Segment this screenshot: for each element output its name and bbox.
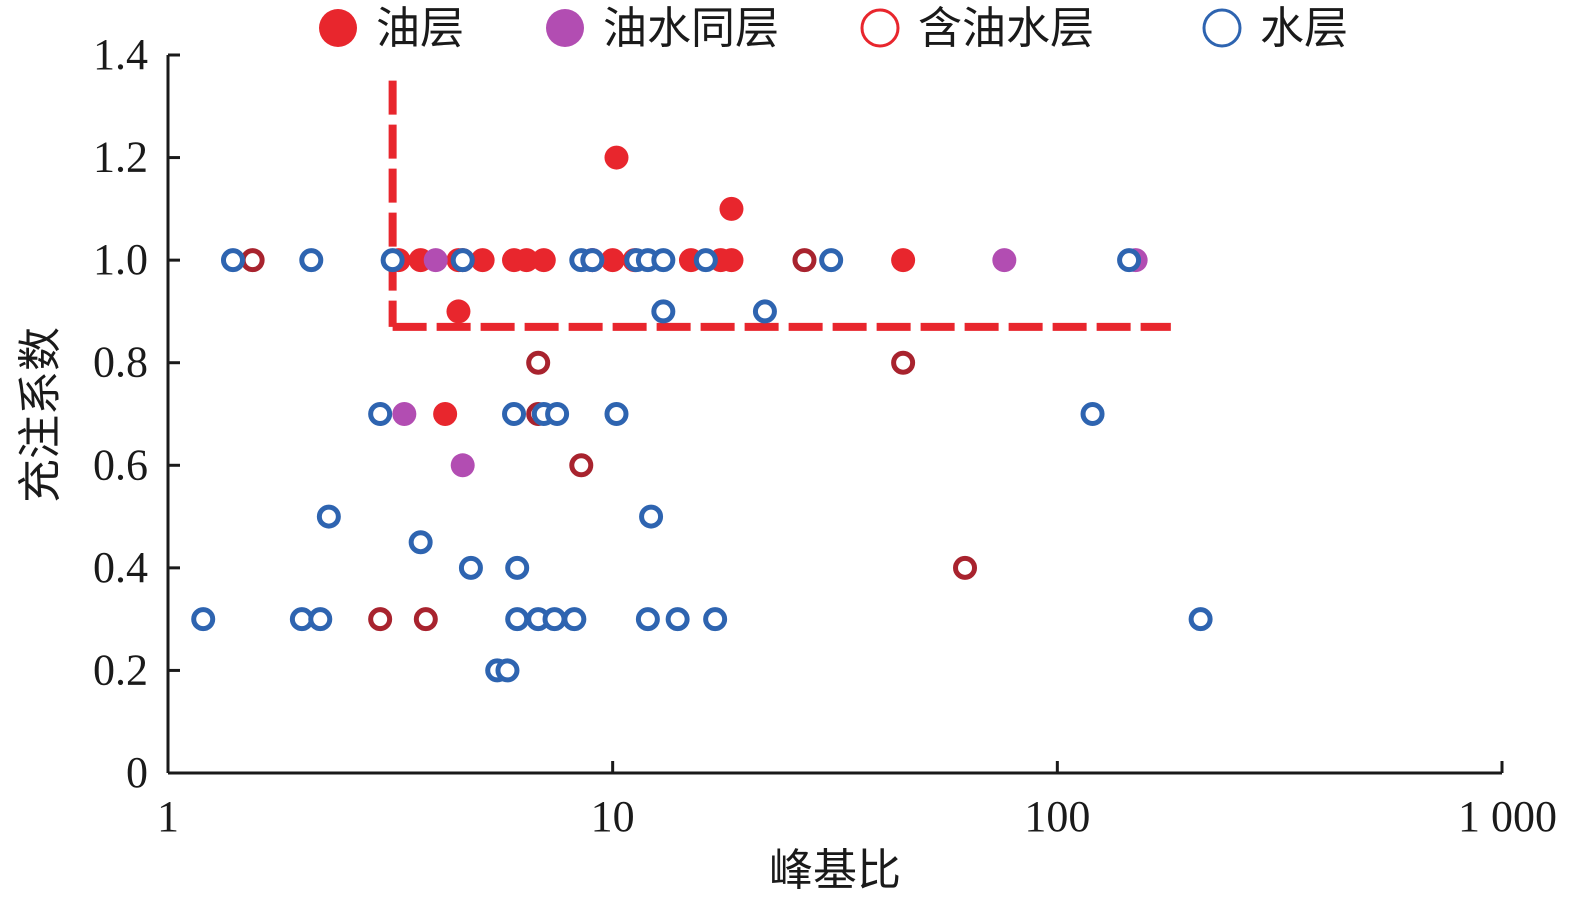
data-point	[562, 607, 587, 632]
data-point	[719, 248, 744, 273]
legend-marker-icon	[319, 9, 357, 47]
data-point	[752, 299, 777, 324]
data-point	[392, 402, 417, 426]
data-point	[665, 607, 690, 632]
data-points	[191, 145, 1213, 683]
data-point	[368, 607, 393, 632]
chart-axes	[166, 55, 1502, 775]
data-point	[651, 299, 676, 324]
chart-legend: 油层 油水同层 含油水层 水层	[319, 3, 1348, 54]
data-point	[639, 504, 664, 529]
legend-marker-icon	[546, 9, 584, 47]
data-point	[220, 248, 245, 273]
x-tick-label: 1	[157, 792, 179, 841]
data-point	[514, 248, 539, 273]
data-point	[891, 248, 916, 273]
data-point	[635, 607, 660, 632]
data-point	[380, 248, 405, 273]
data-point	[413, 607, 438, 632]
data-point	[423, 248, 448, 273]
legend-label: 油水同层	[603, 3, 779, 54]
data-point	[458, 555, 483, 580]
data-point	[703, 607, 728, 632]
data-point	[792, 248, 817, 273]
y-tick-label: 1.4	[93, 30, 148, 79]
data-point	[542, 607, 567, 632]
legend-label: 含油水层	[918, 3, 1094, 54]
cutoff-lines	[388, 80, 1171, 331]
y-tick-label: 0.4	[93, 543, 148, 592]
data-point	[531, 248, 556, 273]
data-point	[446, 299, 471, 324]
data-point	[580, 248, 605, 273]
axis-ticks: 0 0.2 0.4 0.6 0.8 1.0 1.2 1.4 1 10 100 1 000	[93, 30, 1557, 841]
legend-marker-icon	[1202, 8, 1242, 48]
data-point	[505, 607, 530, 632]
y-tick-label: 1.2	[93, 133, 148, 182]
data-point	[819, 248, 844, 273]
data-point	[502, 402, 527, 426]
data-point	[1188, 607, 1213, 632]
legend-label: 油层	[376, 3, 464, 54]
data-point	[545, 402, 570, 426]
data-point	[470, 248, 495, 273]
data-point	[191, 607, 216, 632]
data-point	[719, 196, 744, 221]
data-point	[693, 248, 718, 273]
data-point	[240, 248, 265, 273]
data-point	[316, 504, 341, 529]
legend-marker-icon	[860, 8, 900, 48]
data-point	[1117, 248, 1142, 273]
data-point	[600, 248, 625, 273]
y-tick-label: 0.8	[93, 338, 148, 387]
data-point	[651, 248, 676, 273]
x-tick-label: 10	[591, 792, 635, 841]
data-point	[299, 248, 324, 273]
data-point	[505, 555, 530, 580]
legend-label: 水层	[1260, 3, 1348, 54]
x-tick-label: 100	[1024, 792, 1090, 841]
data-point	[433, 402, 458, 426]
y-tick-label: 1.0	[93, 235, 148, 284]
data-point	[953, 555, 978, 580]
data-point	[408, 530, 433, 555]
data-point	[450, 248, 475, 273]
data-point	[604, 402, 629, 426]
y-tick-label: 0	[126, 748, 148, 797]
data-point	[495, 658, 520, 683]
data-point	[1080, 402, 1105, 426]
y-axis-title: 充注系数	[15, 327, 66, 503]
data-point	[569, 453, 594, 478]
x-tick-label: 1 000	[1458, 792, 1557, 841]
y-tick-label: 0.2	[93, 645, 148, 694]
data-point	[368, 402, 393, 426]
x-axis-title: 峰基比	[769, 845, 901, 896]
data-point	[308, 607, 333, 632]
data-point	[526, 350, 551, 375]
data-point	[450, 453, 475, 478]
data-point	[891, 350, 916, 375]
data-point	[992, 248, 1017, 273]
data-point	[604, 145, 629, 170]
y-tick-label: 0.6	[93, 440, 148, 489]
